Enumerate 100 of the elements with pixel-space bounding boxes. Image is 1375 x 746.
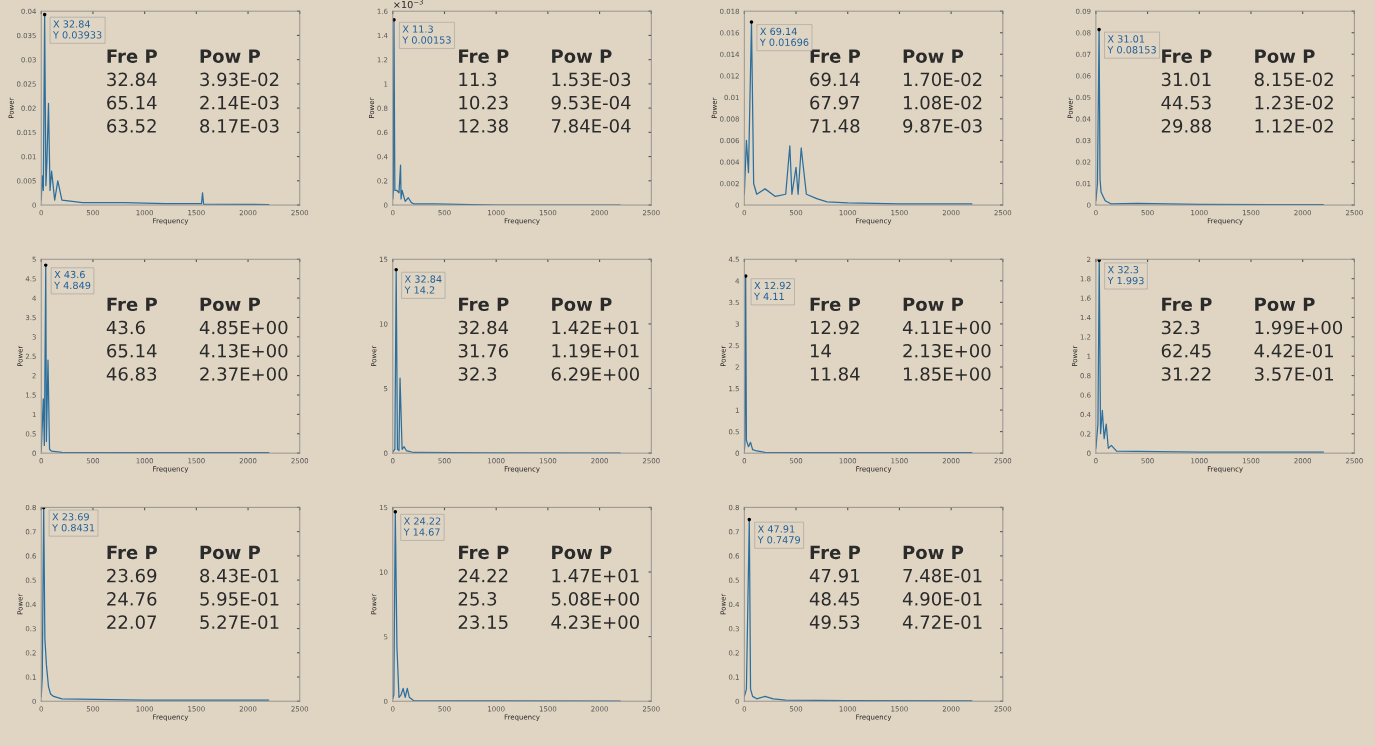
annotation: 69.14 (810, 72, 860, 87)
annotation: 5.08E+00 (551, 592, 639, 606)
annotation: 49.53 (809, 615, 860, 629)
annotation: 3.93E-02 (200, 72, 279, 87)
annotation: 23.15 (458, 615, 508, 629)
annotation: 1.53E-03 (552, 72, 631, 87)
annotation: 11.84 (810, 367, 860, 381)
annotation: 47.91 (809, 568, 859, 583)
annotation: 1.08E-02 (904, 95, 982, 110)
annotation: 10.23 (459, 95, 508, 110)
annotation: Fre P (1162, 49, 1212, 63)
annotation: 4.72E-01 (902, 615, 982, 629)
annotation: 1.70E-02 (904, 72, 982, 87)
annotation: 4.90E-01 (902, 592, 982, 606)
annotation: Pow P (552, 297, 612, 312)
annotation: X 69.14 Y 0.01696 (759, 27, 809, 46)
annotation: 25.3 (458, 592, 497, 606)
annotation: 14 (810, 344, 831, 358)
annotation: Pow P (200, 297, 261, 312)
annotation: 29.88 (1161, 119, 1211, 133)
annotation: X 32.3 Y 1.993 (1107, 265, 1144, 285)
annotation: 7.48E-01 (903, 568, 982, 583)
annotation: X 47.91 Y 0.7479 (757, 525, 800, 544)
annotation: 8.17E-03 (200, 119, 279, 133)
text: ×10$^{−3}$ (394, 0, 423, 9)
annotation: Pow P (1255, 49, 1315, 63)
annotation: 24.76 (107, 592, 157, 606)
annotation: 3.57E-01 (1254, 367, 1333, 381)
annotation: X 11.3 Y 0.00153 (402, 25, 451, 44)
annotation: 9.87E-03 (903, 119, 982, 133)
annotation: 1.42E+01 (552, 320, 639, 335)
annotation: 1.12E-02 (1255, 119, 1333, 133)
annotation: X 32.84 Y 14.2 (404, 275, 442, 294)
annotation: X 24.22 Y 14.67 (403, 517, 441, 536)
annotation: Fre P (810, 297, 861, 312)
annotation: 62.45 (1161, 343, 1211, 358)
annotation: Pow P (903, 545, 964, 560)
annotation: Pow P (903, 297, 964, 312)
annotation: 65.14 (107, 95, 157, 110)
annotation: 32.84 (107, 72, 157, 87)
annotation: 1.47E+01 (552, 568, 639, 583)
annotation: 48.45 (809, 592, 860, 606)
annotation: Fre P (107, 545, 157, 560)
annotation: 9.53E-04 (551, 95, 631, 110)
annotation: 67.97 (810, 95, 860, 110)
annotation: 32.3 (458, 367, 497, 381)
annotation: 43.6 (106, 320, 145, 335)
annotation: 31.22 (1161, 367, 1211, 381)
annotation: 2.13E+00 (903, 343, 991, 358)
annotation: 6.29E+00 (551, 367, 639, 381)
annotation: 12.92 (810, 320, 859, 335)
annotation: Fre P (1162, 297, 1212, 312)
annotation: Fre P (459, 297, 509, 312)
annotation: 4.23E+00 (551, 615, 639, 629)
annotation: 8.15E-02 (1254, 72, 1333, 87)
annotation: 22.07 (107, 615, 157, 629)
annotation: 4.13E+00 (199, 343, 288, 358)
annotation: 63.52 (107, 119, 156, 133)
annotation: 65.14 (107, 343, 157, 358)
annotation: 71.48 (810, 119, 860, 133)
annotation: 46.83 (106, 367, 157, 381)
annotation: 44.53 (1161, 95, 1211, 110)
annotation: 5.95E-01 (200, 592, 279, 606)
annotation: 32.84 (458, 320, 509, 335)
annotation: Pow P (552, 545, 612, 560)
annotation: Fre P (107, 297, 157, 312)
annotation: 2.37E+00 (200, 367, 288, 381)
annotation: Fre P (810, 49, 861, 63)
annotation: 4.85E+00 (199, 320, 288, 335)
annotation: 1.99E+00 (1255, 320, 1343, 335)
annotation: X 31.01 Y 0.08153 (1107, 35, 1156, 54)
annotation: 23.69 (107, 568, 157, 583)
annotation: 1.85E+00 (904, 367, 991, 381)
annotation: Pow P (200, 49, 261, 63)
annotation: 5.27E-01 (200, 615, 279, 629)
annotation: 11.3 (459, 72, 497, 87)
annotation: X 43.6 Y 4.849 (54, 270, 91, 290)
annotation: Pow P (1255, 297, 1315, 312)
annotation: 32.3 (1161, 320, 1200, 335)
annotation: Pow P (552, 49, 612, 63)
annotation: 7.84E-04 (551, 119, 631, 133)
annotation: 31.01 (1161, 72, 1211, 87)
annotation: 24.22 (458, 568, 508, 583)
annotation: Pow P (903, 49, 964, 63)
annotation: Fre P (459, 49, 509, 63)
annotation: 4.42E-01 (1254, 343, 1333, 358)
annotation: 4.11E+00 (902, 320, 991, 335)
annotation: 8.43E-01 (200, 568, 279, 583)
annotation: 1.19E+01 (552, 343, 639, 358)
annotation: Fre P (107, 49, 157, 63)
annotation: 12.38 (459, 119, 508, 133)
annotation: 1.23E-02 (1255, 95, 1333, 110)
annotation: 31.76 (458, 343, 508, 358)
annotation: 2.14E-03 (200, 95, 279, 110)
annotation: X 23.69 Y 0.8431 (52, 513, 95, 532)
annotation: Fre P (459, 545, 509, 560)
annotation: Fre P (810, 545, 861, 560)
annotation: Pow P (200, 545, 261, 560)
annotation: X 32.84 Y 0.03933 (52, 20, 102, 39)
annotation: X 12.92 Y 4.11 (753, 281, 791, 300)
